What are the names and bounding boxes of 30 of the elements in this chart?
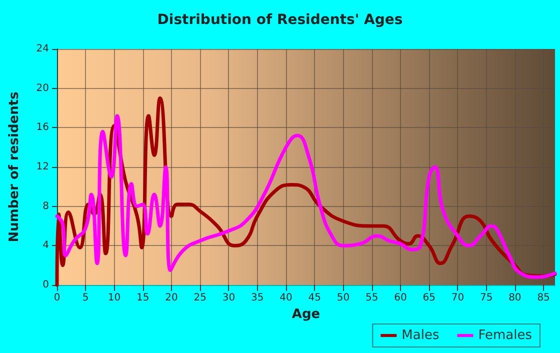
x-tick-label: 85 [537,292,550,304]
x-tick-label: 75 [480,292,493,304]
x-tick-label: 15 [136,292,150,304]
x-tick-label: 0 [54,292,60,304]
x-tick-label: 70 [451,292,464,304]
x-tick-label: 45 [308,292,321,304]
x-axis-title: Age [292,306,320,322]
y-tick-label: 16 [36,122,49,134]
y-tick-label: 12 [36,162,49,172]
x-tick-label: 80 [508,292,522,304]
x-tick-label: 25 [194,292,206,304]
y-tick-label: 0 [42,280,49,290]
y-tick-label: 4 [42,240,49,252]
x-tick-label: 30 [222,292,236,304]
legend-label: Females [478,328,532,343]
legend-label: Males [402,328,440,343]
x-tick-label: 60 [394,292,407,304]
x-tick-label: 35 [250,292,264,304]
x-tick-label: 55 [365,292,378,304]
y-axis-title: Number of residents [7,91,22,242]
x-tick-label: 5 [82,292,89,304]
x-tick-label: 50 [336,292,350,304]
x-tick-label: 20 [165,292,178,304]
y-tick-label: 20 [36,82,49,94]
x-tick-label: 10 [108,292,121,304]
y-tick-label: 24 [36,44,49,54]
chart-title: Distribution of Residents' Ages [157,12,403,28]
x-tick-label: 40 [280,292,292,304]
x-tick-label: 65 [422,292,436,304]
y-tick-label: 8 [42,200,49,212]
